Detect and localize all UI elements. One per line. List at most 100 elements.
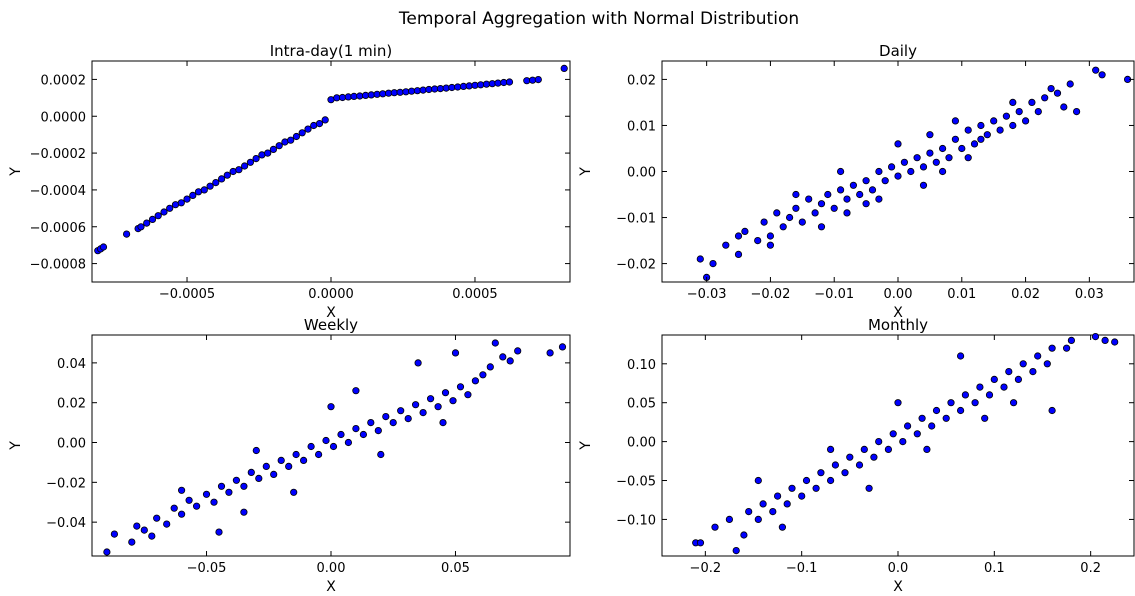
data-point xyxy=(499,353,507,361)
data-point xyxy=(1066,80,1074,88)
data-point xyxy=(855,461,864,469)
data-point xyxy=(123,230,131,238)
data-point xyxy=(269,145,277,153)
data-point xyxy=(805,195,813,203)
data-point xyxy=(734,250,743,258)
data-point xyxy=(148,215,157,223)
data-point xyxy=(411,401,420,409)
data-point xyxy=(1048,406,1056,415)
data-point xyxy=(779,223,787,231)
data-point xyxy=(926,131,934,139)
data-point xyxy=(223,171,231,179)
data-point xyxy=(1029,367,1037,376)
plot-frame xyxy=(91,60,571,283)
data-point xyxy=(389,418,397,427)
data-point xyxy=(926,149,934,157)
data-point xyxy=(285,462,293,470)
data-point xyxy=(356,92,364,100)
data-point xyxy=(1053,89,1062,97)
y-tick-label: −0.04 xyxy=(46,516,86,531)
y-tick-label: −0.02 xyxy=(616,258,656,273)
data-point xyxy=(414,359,422,367)
subplot-title: Daily xyxy=(879,42,917,60)
data-point xyxy=(961,391,970,399)
data-point xyxy=(856,190,864,199)
x-tick-label: 0.0005 xyxy=(452,287,498,302)
data-point xyxy=(255,474,263,482)
data-point xyxy=(958,144,966,153)
data-point xyxy=(322,436,330,445)
data-point xyxy=(843,195,851,203)
data-point xyxy=(338,93,347,102)
data-point xyxy=(321,116,329,124)
data-point xyxy=(292,132,300,141)
data-point xyxy=(103,548,111,556)
data-point xyxy=(798,492,806,500)
data-point xyxy=(299,456,308,464)
y-tick-label: −0.02 xyxy=(46,476,86,491)
data-point xyxy=(977,135,985,143)
data-point xyxy=(802,476,811,485)
data-point xyxy=(262,462,270,470)
data-point xyxy=(734,232,743,240)
data-point xyxy=(218,175,226,183)
data-point xyxy=(881,177,889,185)
data-point xyxy=(918,414,926,422)
data-point xyxy=(240,508,248,516)
y-tick-label: 0.00 xyxy=(57,437,86,452)
data-point xyxy=(1005,367,1013,376)
x-tick-label: −0.2 xyxy=(690,561,722,576)
data-point xyxy=(292,450,300,459)
y-tick-label: −0.05 xyxy=(616,475,656,490)
data-point xyxy=(990,117,998,125)
data-point xyxy=(426,395,435,403)
data-point xyxy=(846,453,854,461)
data-point xyxy=(945,154,953,162)
data-point xyxy=(711,523,719,531)
x-tick-label: 0.02 xyxy=(1011,287,1040,302)
data-point xyxy=(456,383,465,391)
subplots: Intra-day(1 min) −0.0005 0.0000 0.0005 −0.00… xyxy=(8,42,1135,595)
data-point xyxy=(337,430,345,439)
scatter-points xyxy=(94,64,568,255)
data-point xyxy=(558,343,567,351)
data-point xyxy=(379,90,387,98)
data-point xyxy=(938,167,947,176)
x-tick-label: −0.05 xyxy=(187,561,227,576)
data-point xyxy=(817,200,826,208)
x-tick-label: −0.03 xyxy=(687,287,727,302)
subplot-title: Intra-day(1 min) xyxy=(270,42,392,60)
data-point xyxy=(464,391,472,399)
data-point xyxy=(1014,375,1023,383)
y-tick-label: 0.01 xyxy=(627,119,656,134)
data-point xyxy=(491,339,499,347)
data-point xyxy=(143,219,151,227)
data-point xyxy=(270,470,278,478)
y-tick-label: 0.0000 xyxy=(41,110,87,125)
data-point xyxy=(826,476,835,485)
data-point xyxy=(947,399,955,407)
data-point xyxy=(419,408,427,417)
data-point xyxy=(163,520,171,528)
data-point xyxy=(996,126,1004,134)
data-point xyxy=(836,167,845,176)
data-point xyxy=(217,482,226,490)
data-point xyxy=(506,357,514,365)
data-point xyxy=(451,349,460,357)
data-point xyxy=(419,86,427,94)
data-point xyxy=(903,422,912,430)
data-point xyxy=(745,507,753,516)
data-point xyxy=(919,163,928,171)
data-point xyxy=(1101,336,1109,344)
data-point xyxy=(938,144,947,153)
data-point xyxy=(769,507,777,516)
data-point xyxy=(1009,98,1017,107)
data-point xyxy=(766,241,775,249)
data-point xyxy=(352,424,360,433)
data-point xyxy=(1000,383,1008,391)
data-point xyxy=(977,121,985,130)
data-point xyxy=(189,191,197,199)
data-point xyxy=(862,177,870,185)
data-point xyxy=(860,445,868,453)
data-point xyxy=(928,422,936,430)
